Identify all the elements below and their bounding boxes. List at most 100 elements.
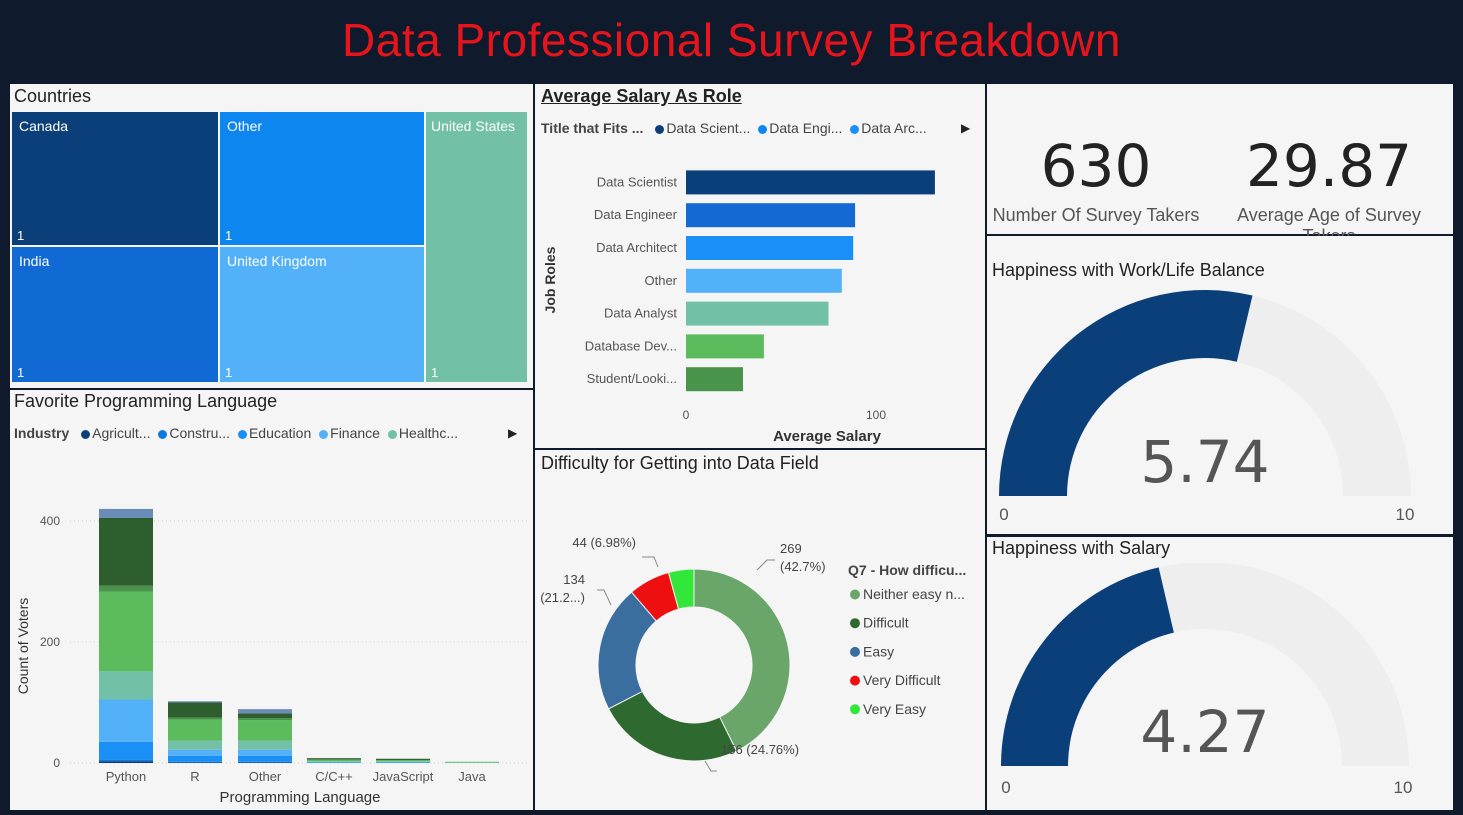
donut-data-label: 156 (24.76%) — [721, 742, 799, 757]
programming-panel: Favorite Programming Language Industry A… — [10, 390, 533, 810]
salary-gauge-panel: Happiness with Salary 4.27 0 10 — [987, 537, 1453, 810]
leader-line — [642, 556, 659, 568]
legend-dot — [158, 429, 168, 439]
treemap-label: Canada — [19, 118, 69, 134]
prog-bar-segment — [307, 759, 361, 762]
prog-bar-segment — [376, 761, 430, 763]
legend-label[interactable]: Agricult... — [92, 425, 151, 441]
salary-gauge-title: Happiness with Salary — [992, 538, 1171, 558]
salary-bar — [686, 367, 743, 392]
leader-line — [597, 589, 612, 606]
treemap-label: United Kingdom — [227, 253, 327, 269]
gauge-value: 4.27 — [1140, 698, 1269, 766]
treemap-label: United States — [431, 118, 516, 134]
salary-chart: Data Scientist Data Engineer Data Architec… — [542, 170, 935, 445]
treemap-cell-other[interactable]: Other 1 — [220, 112, 424, 245]
salary-bar — [686, 170, 935, 195]
prog-bar-segment — [238, 762, 292, 763]
salary-gauge: 4.27 0 10 — [1001, 563, 1413, 797]
gauge-min-label: 0 — [999, 505, 1008, 524]
legend-dot — [850, 124, 860, 134]
prog-y-tick: 400 — [40, 514, 60, 528]
legend-label[interactable]: Data Scient... — [666, 120, 751, 136]
legend-next-arrow-icon[interactable]: ▶ — [508, 426, 518, 440]
prog-bar-segment — [445, 761, 499, 763]
prog-bar-segment — [376, 758, 430, 760]
prog-bar-segment — [238, 713, 292, 719]
treemap-cell-canada[interactable]: Canada 1 — [12, 112, 218, 245]
worklife-gauge-title: Happiness with Work/Life Balance — [992, 260, 1265, 280]
salary-panel: Average Salary As Role Title that Fits .… — [535, 84, 985, 448]
gauge-max-label: 10 — [1394, 778, 1413, 797]
donut-legend-title: Q7 - How difficu... — [848, 562, 966, 578]
donut-legend-dot — [850, 589, 860, 600]
donut-slice — [667, 568, 695, 610]
treemap-cell-united-kingdom[interactable]: United Kingdom 1 — [220, 247, 424, 382]
programming-chart: 0 200 400 Python R Other C/C++ JavaScript Java Pr… — [15, 508, 530, 806]
prog-bar-segment — [99, 517, 153, 586]
donut-legend-label: Neither easy n... — [863, 586, 965, 602]
difficulty-title: Difficulty for Getting into Data Field — [541, 453, 819, 473]
donut-data-label: (42.7%) — [780, 559, 826, 574]
gauge-min-label: 0 — [1001, 778, 1010, 797]
prog-bar-segment — [168, 762, 222, 763]
countries-panel: Countries Canada 1 Other 1 United States… — [10, 84, 533, 388]
role-legend: Title that Fits ... Data Scient... Data … — [541, 120, 927, 136]
salary-category-label: Data Engineer — [594, 207, 678, 222]
prog-category-label: Other — [249, 769, 282, 784]
prog-y-tick: 200 — [40, 635, 60, 649]
prog-bar-segment — [168, 702, 222, 718]
prog-y-axis-title: Count of Voters — [15, 598, 31, 695]
countries-title: Countries — [14, 86, 92, 106]
prog-bar-segment — [238, 709, 292, 714]
donut-legend-dot — [850, 704, 860, 715]
salary-x-tick: 100 — [866, 408, 886, 422]
prog-bar-segment — [238, 740, 292, 750]
legend-dot — [81, 429, 91, 439]
prog-bar-segment — [376, 761, 430, 762]
survey-takers-value: 630 — [1040, 132, 1152, 200]
treemap-count: 1 — [431, 365, 439, 380]
treemap-count: 1 — [225, 228, 233, 243]
prog-bar-segment — [99, 741, 153, 760]
salary-y-axis-title: Job Roles — [542, 246, 558, 313]
donut-legend-dot — [850, 675, 860, 686]
salary-category-label: Database Dev... — [585, 338, 677, 353]
survey-takers-label: Number Of Survey Takers — [992, 205, 1200, 225]
prog-bar-segment — [238, 761, 292, 763]
legend-label[interactable]: Education — [248, 425, 312, 441]
leader-line — [704, 760, 717, 772]
prog-bar-segment — [99, 591, 153, 672]
legend-label[interactable]: Healthc... — [398, 425, 458, 441]
prog-bar-segment — [307, 759, 361, 760]
prog-bar-segment — [99, 585, 153, 592]
prog-bar-segment — [238, 720, 292, 741]
donut-slice — [607, 690, 738, 762]
legend-label[interactable]: Data Engi... — [769, 120, 843, 136]
salary-x-tick: 0 — [683, 408, 690, 422]
prog-category-label: Python — [106, 769, 146, 784]
header-bar: Data Professional Survey Breakdown — [0, 0, 1463, 84]
prog-x-axis-title: Programming Language — [220, 789, 381, 806]
legend-label[interactable]: Constru... — [169, 425, 231, 441]
donut-data-label: (21.2...) — [540, 590, 585, 605]
treemap-label: Other — [227, 118, 263, 134]
kpi-panel: 630 Number Of Survey Takers 29.87 Averag… — [987, 84, 1453, 246]
treemap-cell-united-states[interactable]: United States 1 — [426, 112, 527, 382]
legend-next-arrow-icon[interactable]: ▶ — [961, 121, 971, 135]
legend-title: Title that Fits ... — [541, 120, 644, 136]
difficulty-panel: Difficulty for Getting into Data Field 2… — [535, 450, 985, 810]
legend-label[interactable]: Finance — [330, 425, 380, 441]
salary-category-label: Data Architect — [596, 240, 677, 255]
gauge-value: 5.74 — [1140, 428, 1269, 496]
donut-legend-dot — [850, 646, 860, 657]
gauge-max-label: 10 — [1396, 505, 1415, 524]
salary-bar — [686, 334, 764, 359]
treemap-cell-india[interactable]: India 1 — [12, 247, 218, 382]
prog-bar-segment — [168, 749, 222, 756]
legend-label[interactable]: Data Arc... — [861, 120, 927, 136]
prog-bar-segment — [168, 740, 222, 750]
prog-bar-segment — [99, 671, 153, 700]
treemap-label: India — [19, 253, 50, 269]
donut-legend-label: Easy — [863, 643, 894, 659]
